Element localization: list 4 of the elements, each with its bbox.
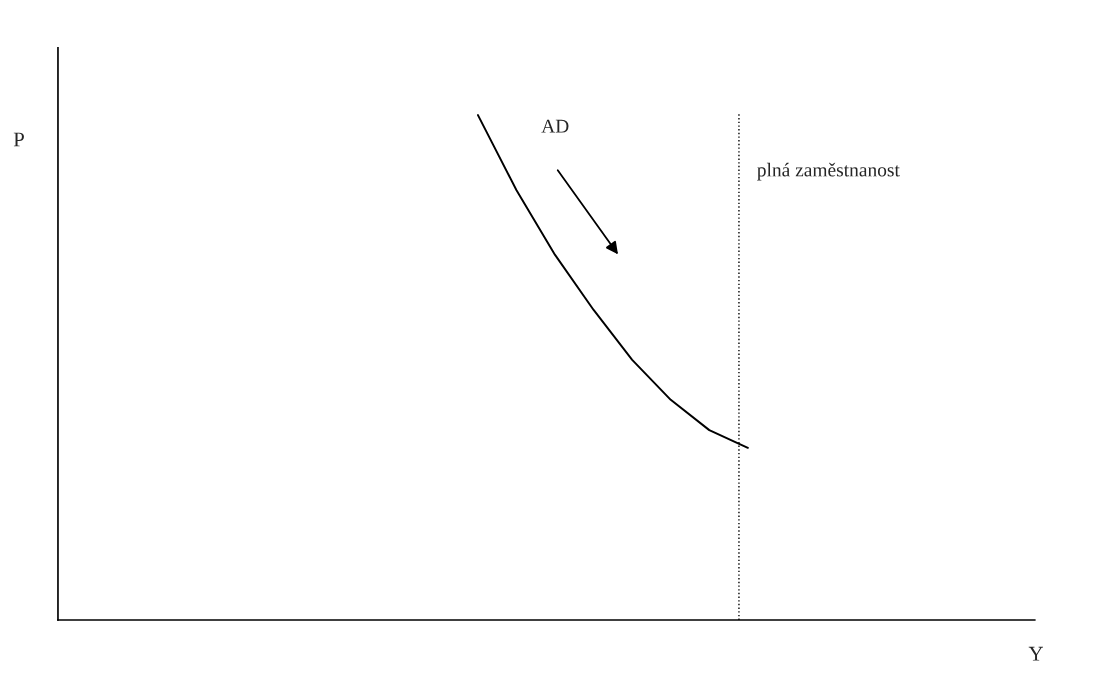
annotation: plná zaměstnanost [757,162,900,181]
annotation: AD [541,119,569,133]
text: Y [1028,646,1044,661]
text: P [13,132,24,147]
